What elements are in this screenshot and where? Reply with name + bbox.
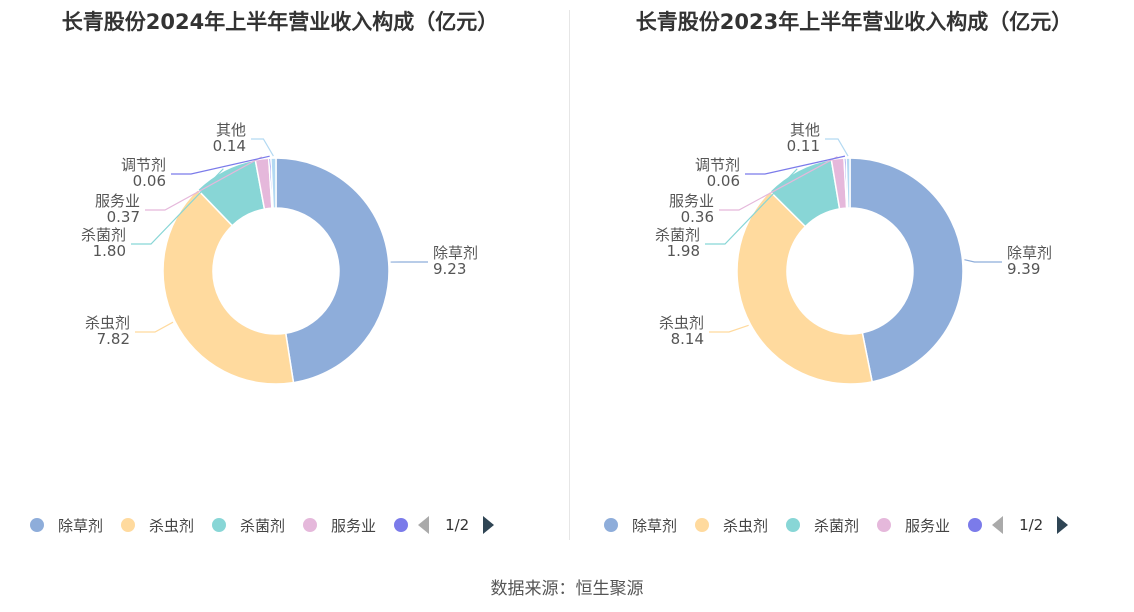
slice-label-insecticide: 杀虫剂 [659, 314, 704, 332]
chart-panel-2024: 长青股份2024年上半年营业收入构成（亿元） 除草剂 9.23 杀虫剂 7.82 杀菌剂… [0, 0, 560, 545]
leader-line-insecticide [135, 321, 174, 333]
slice-label-fungicide: 杀菌剂 [81, 226, 126, 244]
slice-label-regulator: 调节剂 [121, 156, 166, 174]
slice-value-fungicide: 1.80 [93, 242, 126, 260]
legend-label: 服务业 [905, 516, 951, 535]
legend-label: 杀菌剂 [814, 516, 860, 535]
slice-label-herbicide: 除草剂 [433, 244, 478, 262]
legend-label: 杀虫剂 [149, 516, 195, 535]
slice-value-fungicide: 1.98 [667, 242, 700, 260]
slice-value-other: 0.11 [787, 137, 820, 155]
legend-page-indicator: 1/2 [1019, 516, 1044, 534]
legend-item-service[interactable]: 服务业 [303, 515, 376, 536]
legend-swatch [30, 518, 44, 532]
legend-swatch [604, 518, 618, 532]
legend-item-service[interactable]: 服务业 [877, 515, 950, 536]
slice-value-insecticide: 7.82 [97, 330, 130, 348]
leader-line-other [251, 138, 274, 157]
slice-value-other: 0.14 [213, 137, 246, 155]
slice-label-other: 其他 [790, 121, 820, 139]
legend-label: 除草剂 [58, 516, 104, 535]
legend-swatch [695, 518, 710, 532]
leader-line-fungicide [705, 168, 798, 245]
legend-swatch-regulator[interactable] [968, 518, 983, 532]
legend-item-insecticide[interactable]: 杀虫剂 [695, 515, 768, 536]
slice-value-service: 0.37 [107, 208, 140, 226]
slice-insecticide[interactable] [736, 190, 874, 385]
slice-insecticide[interactable] [162, 188, 295, 385]
legend-swatch [303, 518, 318, 532]
data-source-label: 数据来源：恒生聚源 [490, 579, 644, 599]
slice-label-insecticide: 杀虫剂 [85, 314, 130, 332]
slice-label-service: 服务业 [669, 192, 714, 210]
legend-item-herbicide[interactable]: 除草剂 [30, 515, 103, 536]
legend-label: 杀菌剂 [240, 516, 286, 535]
slice-value-regulator: 0.06 [133, 172, 166, 190]
legend-swatch [786, 518, 801, 532]
slice-herbicide[interactable] [275, 157, 390, 384]
leader-line-insecticide [709, 324, 749, 333]
slice-herbicide[interactable] [849, 157, 964, 383]
slice-label-service: 服务业 [95, 192, 140, 210]
slice-value-herbicide: 9.39 [1007, 260, 1040, 278]
slice-value-insecticide: 8.14 [671, 330, 704, 348]
legend-2023: 除草剂 杀虫剂 杀菌剂 服务业 1/2 [604, 512, 1069, 538]
legend-label: 除草剂 [632, 516, 678, 535]
legend-swatch [212, 518, 227, 532]
leader-line-service [719, 156, 838, 211]
leader-line-fungicide [131, 168, 224, 245]
chart-panel-2023: 长青股份2023年上半年营业收入构成（亿元） 除草剂 9.39 杀虫剂 8.14 杀菌剂… [574, 0, 1134, 545]
slice-other[interactable] [270, 157, 277, 209]
leader-line-herbicide [964, 259, 1002, 263]
legend-swatch [121, 518, 136, 532]
slice-label-fungicide: 杀菌剂 [655, 226, 700, 244]
slice-label-other: 其他 [216, 121, 246, 139]
slice-value-herbicide: 9.23 [433, 260, 466, 278]
legend-prev-page-icon[interactable] [418, 516, 430, 534]
legend-item-fungicide[interactable]: 杀菌剂 [212, 515, 285, 536]
legend-next-page-icon[interactable] [1057, 516, 1069, 534]
slice-label-herbicide: 除草剂 [1007, 244, 1052, 262]
legend-item-fungicide[interactable]: 杀菌剂 [786, 515, 859, 536]
legend-item-insecticide[interactable]: 杀虫剂 [121, 515, 194, 536]
legend-label: 杀虫剂 [723, 516, 769, 535]
chart-title-2023: 长青股份2023年上半年营业收入构成（亿元） [635, 10, 1073, 34]
chart-title-2024: 长青股份2024年上半年营业收入构成（亿元） [61, 10, 499, 34]
legend-item-herbicide[interactable]: 除草剂 [604, 515, 677, 536]
legend-next-page-icon[interactable] [483, 516, 495, 534]
slice-label-regulator: 调节剂 [695, 156, 740, 174]
leader-line-other [825, 138, 849, 157]
leader-line-service [145, 156, 263, 211]
legend-swatch-regulator[interactable] [394, 518, 409, 532]
legend-label: 服务业 [331, 516, 377, 535]
panel-divider [569, 10, 570, 540]
legend-2024: 除草剂 杀虫剂 杀菌剂 服务业 1/2 [30, 512, 495, 538]
legend-swatch [877, 518, 892, 532]
slice-other[interactable] [845, 157, 851, 209]
slice-value-service: 0.36 [681, 208, 714, 226]
legend-page-indicator: 1/2 [445, 516, 470, 534]
leader-line-regulator [745, 155, 846, 175]
leader-line-regulator [171, 155, 270, 175]
legend-prev-page-icon[interactable] [992, 516, 1004, 534]
slice-value-regulator: 0.06 [707, 172, 740, 190]
